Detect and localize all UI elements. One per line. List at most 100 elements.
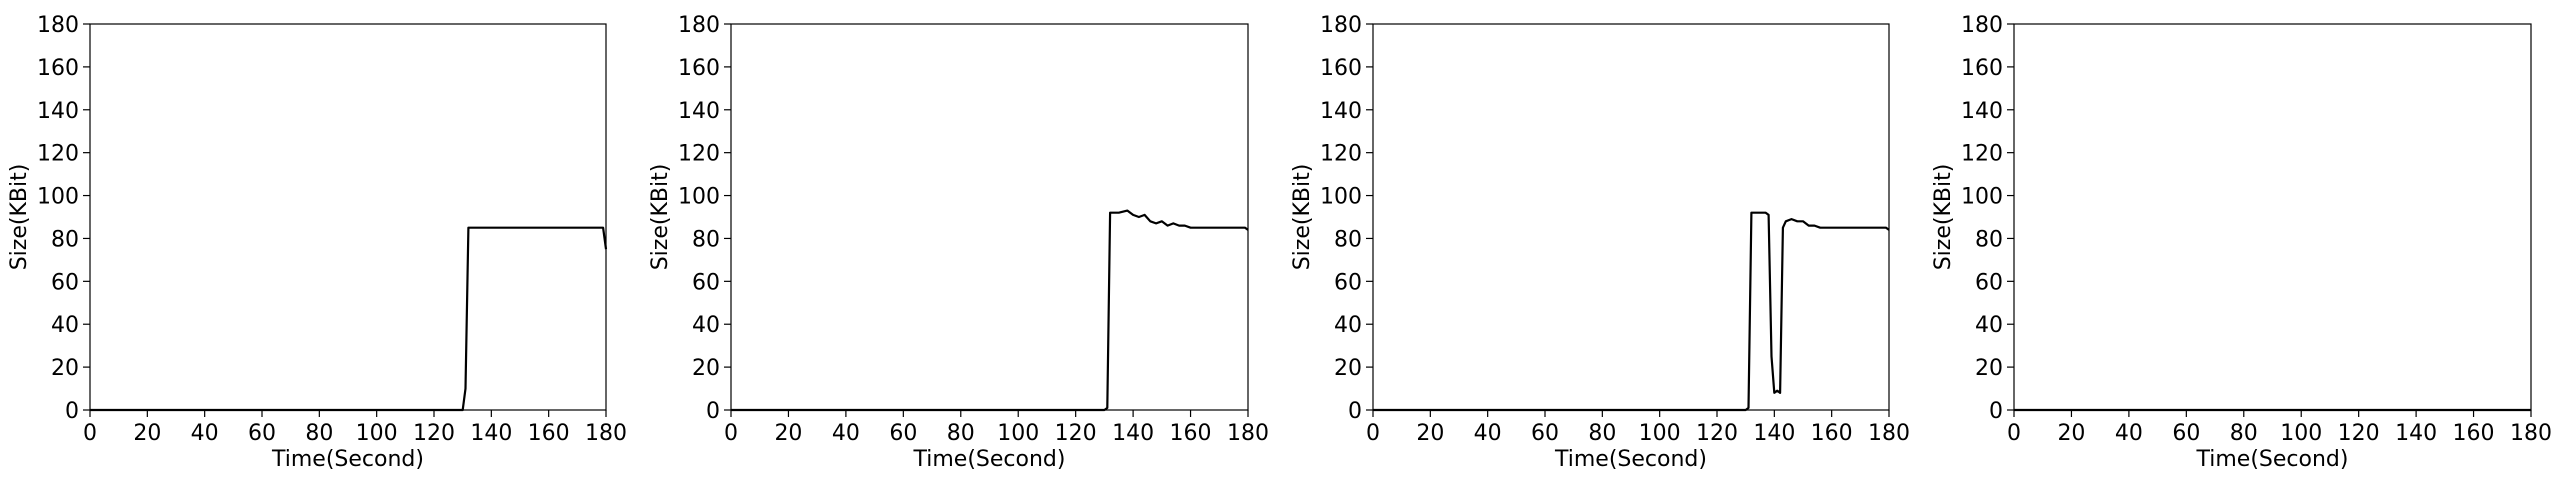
x-tick-label: 20 (133, 421, 161, 446)
series-line-1 (90, 226, 608, 412)
x-tick-label: 20 (2057, 421, 2085, 446)
y-axis-label: Size(KBit) (648, 164, 673, 271)
y-tick-label: 80 (1975, 227, 2003, 252)
y-tick-label: 120 (678, 142, 720, 167)
x-axis-label: Time(Second) (2196, 447, 2349, 472)
x-tick-label: 140 (2395, 421, 2437, 446)
chart-panel-2: 0 20 40 60 80 100 120 140 160 180 0 20 40 60 80 100 120 1… (648, 13, 1269, 472)
x-tick-label: 80 (305, 421, 333, 446)
x-tick-label: 180 (1227, 421, 1269, 446)
x-tick-label: 40 (2115, 421, 2143, 446)
plot-frame (89, 23, 607, 411)
x-tick-label: 0 (1366, 421, 1380, 446)
x-axis-label: Time(Second) (913, 447, 1066, 472)
x-tick-label: 60 (889, 421, 917, 446)
x-tick-label: 40 (191, 421, 219, 446)
y-tick-label: 140 (1320, 99, 1362, 124)
y-tick-label: 40 (1334, 313, 1362, 338)
x-axis-label: Time(Second) (1554, 447, 1707, 472)
x-tick-label: 160 (1811, 421, 1853, 446)
x-tick-label: 60 (1531, 421, 1559, 446)
y-tick-label: 160 (678, 56, 720, 81)
x-tick-label: 160 (528, 421, 570, 446)
chart-panel-1: 0 20 40 60 80 100 120 140 160 180 0 20 40 60 80 100 120 1… (7, 13, 627, 472)
y-tick-label: 120 (1961, 142, 2003, 167)
x-tick-label: 180 (585, 421, 627, 446)
y-tick-label: 0 (1348, 399, 1362, 424)
y-tick-label: 0 (706, 399, 720, 424)
y-axis-label: Size(KBit) (1931, 164, 1956, 271)
y-axis-label: Size(KBit) (7, 164, 32, 271)
x-tick-label: 0 (83, 421, 97, 446)
x-tick-label: 180 (2510, 421, 2552, 446)
y-tick-label: 120 (37, 142, 79, 167)
x-tick-label: 60 (2172, 421, 2200, 446)
series-line-1 (1373, 211, 1890, 412)
y-tick-label: 100 (1961, 185, 2003, 210)
y-tick-label: 20 (692, 356, 720, 381)
x-tick-label: 0 (2007, 421, 2021, 446)
x-tick-label: 40 (832, 421, 860, 446)
x-axis-label: Time(Second) (271, 447, 424, 472)
x-tick-label: 120 (413, 421, 455, 446)
y-tick-label: 120 (1320, 142, 1362, 167)
x-tick-label: 120 (1055, 421, 1097, 446)
x-tick-label: 80 (2230, 421, 2258, 446)
y-tick-label: 140 (678, 99, 720, 124)
x-tick-label: 180 (1868, 421, 1910, 446)
x-tick-label: 60 (248, 421, 276, 446)
y-tick-label: 40 (1975, 313, 2003, 338)
x-tick-label: 100 (2280, 421, 2322, 446)
plot-frame (1372, 23, 1890, 411)
y-tick-label: 20 (1975, 356, 2003, 381)
y-tick-label: 0 (1989, 399, 2003, 424)
y-tick-label: 40 (51, 313, 79, 338)
x-tick-label: 140 (1112, 421, 1154, 446)
y-tick-label: 100 (1320, 185, 1362, 210)
x-tick-label: 20 (1416, 421, 1444, 446)
x-tick-label: 120 (1696, 421, 1738, 446)
y-tick-label: 100 (37, 185, 79, 210)
x-tick-label: 40 (1474, 421, 1502, 446)
x-tick-label: 20 (774, 421, 802, 446)
x-tick-label: 100 (356, 421, 398, 446)
series-line-1 (731, 209, 1249, 412)
y-tick-label: 80 (1334, 227, 1362, 252)
y-tick-label: 80 (51, 227, 79, 252)
plot-frame (2013, 23, 2532, 411)
y-tick-label: 60 (51, 270, 79, 295)
y-tick-label: 20 (1334, 356, 1362, 381)
y-tick-label: 100 (678, 185, 720, 210)
y-tick-label: 180 (1961, 13, 2003, 38)
plot-frame (730, 23, 1249, 411)
y-tick-label: 60 (1334, 270, 1362, 295)
y-tick-label: 160 (37, 56, 79, 81)
y-tick-label: 60 (1975, 270, 2003, 295)
x-tick-label: 160 (2453, 421, 2495, 446)
chart-panel-4: 0 20 40 60 80 100 120 140 160 180 0 20 40 60 80 100 120 1… (1931, 13, 2552, 472)
y-tick-label: 140 (37, 99, 79, 124)
x-tick-label: 140 (1753, 421, 1795, 446)
y-tick-label: 140 (1961, 99, 2003, 124)
y-tick-label: 180 (678, 13, 720, 38)
y-tick-label: 160 (1320, 56, 1362, 81)
x-tick-label: 0 (724, 421, 738, 446)
y-tick-label: 80 (692, 227, 720, 252)
y-tick-label: 180 (1320, 13, 1362, 38)
x-tick-label: 120 (2338, 421, 2380, 446)
y-axis-label: Size(KBit) (1290, 164, 1315, 271)
x-tick-label: 140 (470, 421, 512, 446)
y-tick-label: 60 (692, 270, 720, 295)
y-tick-label: 180 (37, 13, 79, 38)
y-tick-label: 40 (692, 313, 720, 338)
chart-panel-3: 0 20 40 60 80 100 120 140 160 180 0 20 40 60 80 100 120 1… (1290, 13, 1910, 472)
x-tick-label: 160 (1170, 421, 1212, 446)
x-tick-label: 100 (997, 421, 1039, 446)
x-tick-label: 100 (1639, 421, 1681, 446)
y-tick-label: 0 (65, 399, 79, 424)
x-tick-label: 80 (947, 421, 975, 446)
y-tick-label: 160 (1961, 56, 2003, 81)
y-tick-label: 20 (51, 356, 79, 381)
x-tick-label: 80 (1588, 421, 1616, 446)
